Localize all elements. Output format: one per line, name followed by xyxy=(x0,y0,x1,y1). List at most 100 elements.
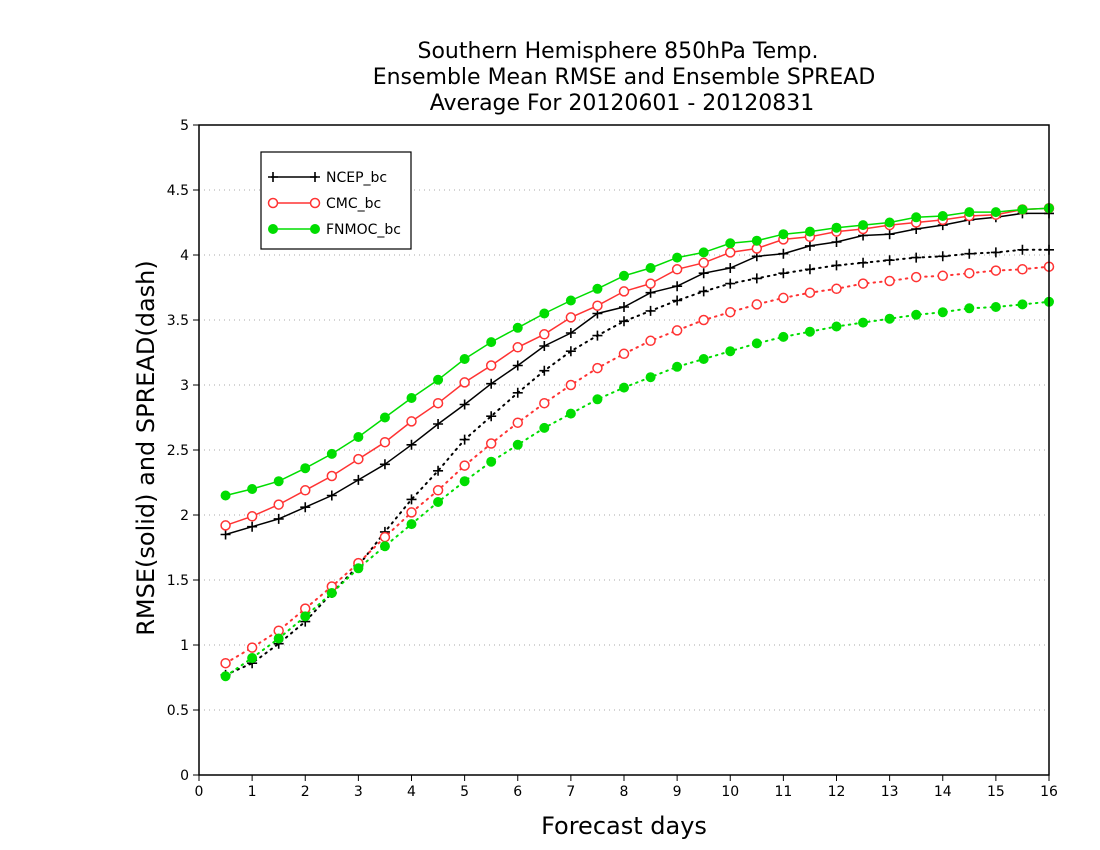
x-tick-label: 6 xyxy=(513,784,522,800)
fnmoc-bc-spread-point xyxy=(884,313,895,324)
fnmoc-bc-rmse-point xyxy=(751,235,762,246)
cmc-bc-spread-point xyxy=(1017,264,1028,275)
ncep-bc-spread-point xyxy=(884,255,895,266)
ncep-bc-spread-point xyxy=(486,411,497,422)
ncep-bc-spread-point xyxy=(459,434,470,445)
fnmoc-bc-spread-point xyxy=(326,588,337,598)
legend-item-fnmoc-bc: FNMOC_bc xyxy=(268,222,401,238)
fnmoc-bc-spread-point xyxy=(964,303,975,314)
fnmoc-bc-spread-point xyxy=(565,408,576,419)
legend-item-ncep-bc: NCEP_bc xyxy=(268,170,387,186)
cmc-bc-spread-point xyxy=(937,270,948,282)
ncep-bc-spread-point xyxy=(751,273,762,284)
legend-marker xyxy=(267,197,279,209)
fnmoc-bc-spread-point xyxy=(725,346,736,357)
fnmoc-bc-rmse-point xyxy=(512,322,523,333)
cmc-bc-spread-point xyxy=(565,379,577,391)
fnmoc-bc-rmse-point xyxy=(672,252,683,263)
title-line-3: Average For 20120601 - 20120831 xyxy=(430,91,815,116)
fnmoc-bc-rmse-point xyxy=(858,220,869,231)
x-tick-label: 11 xyxy=(774,784,792,800)
fnmoc-bc-rmse-point xyxy=(937,211,948,221)
ncep-bc-rmse-point xyxy=(220,529,231,540)
fnmoc-bc-spread-point xyxy=(486,456,497,467)
fnmoc-bc-rmse-point xyxy=(592,283,603,294)
ncep-bc-rmse-point xyxy=(619,302,629,312)
legend-marker xyxy=(310,172,320,182)
fnmoc-bc-spread-point xyxy=(698,354,709,364)
fnmoc-bc-rmse-point xyxy=(778,229,789,240)
cmc-bc-spread-point xyxy=(592,362,603,374)
ncep-bc-spread-point xyxy=(619,316,629,327)
cmc-bc-rmse-point xyxy=(485,360,497,371)
cmc-bc-rmse-point xyxy=(725,247,736,258)
series-layer xyxy=(220,202,1055,682)
ncep-bc-spread-point xyxy=(592,330,603,341)
cmc-bc-spread-point xyxy=(910,271,922,283)
cmc-bc-rmse-point xyxy=(432,397,444,409)
ncep-bc-rmse-point xyxy=(645,287,656,298)
fnmoc-bc-rmse-point xyxy=(273,476,284,487)
fnmoc-bc-rmse-point xyxy=(353,432,364,442)
x-tick-label: 13 xyxy=(881,784,899,800)
ncep-bc-spread-point xyxy=(1017,244,1028,255)
ncep-bc-rmse-point xyxy=(512,360,523,371)
cmc-bc-spread-point xyxy=(485,438,497,449)
cmc-bc-spread-point xyxy=(990,265,1002,276)
y-tick-label: 4.5 xyxy=(167,183,189,199)
ncep-bc-rmse-point xyxy=(565,328,576,338)
x-tick-label: 15 xyxy=(987,784,1005,800)
fnmoc-bc-rmse-point xyxy=(725,238,736,249)
ncep-bc-spread-point xyxy=(804,264,815,275)
cmc-bc-rmse-point xyxy=(300,485,311,496)
x-tick-label: 10 xyxy=(721,784,739,800)
fnmoc-bc-rmse-point xyxy=(804,226,815,237)
fnmoc-bc-spread-point xyxy=(433,497,444,507)
fnmoc-bc-spread-point xyxy=(220,671,231,682)
fnmoc-bc-spread-point xyxy=(672,361,683,372)
ncep-bc-rmse-point xyxy=(459,399,470,410)
legend-marker xyxy=(268,224,278,234)
y-axis-title: RMSE(solid) and SPREAD(dash) xyxy=(132,260,160,636)
cmc-bc-spread-point xyxy=(725,306,736,318)
cmc-bc-spread-point xyxy=(618,348,630,360)
x-axis-ticks: 0 1 2 3 4 5 6 7 8 9 10 11 12 13 14 15 16 xyxy=(195,775,1058,800)
fnmoc-bc-rmse-point xyxy=(565,295,576,306)
legend-marker xyxy=(309,197,321,209)
legend-marker xyxy=(268,172,278,182)
ncep-bc-spread-point xyxy=(778,268,789,279)
fnmoc-bc-rmse-point xyxy=(220,490,231,501)
cmc-bc-spread-point xyxy=(804,287,816,298)
fnmoc-bc-rmse-point xyxy=(247,484,258,494)
ncep-bc-spread-point xyxy=(698,286,709,297)
fnmoc-bc-spread-point xyxy=(645,372,656,383)
fnmoc-bc-spread-point xyxy=(751,338,762,349)
cmc-bc-rmse-point xyxy=(592,300,603,311)
x-tick-label: 7 xyxy=(566,784,575,800)
fnmoc-bc-spread-point xyxy=(804,326,815,337)
ncep-bc-rmse-point xyxy=(326,490,337,501)
cmc-bc-spread-series xyxy=(220,261,1055,669)
fnmoc-bc-rmse-point xyxy=(990,207,1001,218)
y-tick-label: 5 xyxy=(180,118,189,134)
y-tick-label: 1.5 xyxy=(167,573,189,589)
cmc-bc-spread-point xyxy=(512,417,523,428)
x-tick-label: 5 xyxy=(460,784,469,800)
ncep-bc-rmse-point xyxy=(725,263,736,273)
fnmoc-bc-spread-point xyxy=(406,519,417,530)
fnmoc-bc-rmse-point xyxy=(884,217,895,228)
ncep-bc-rmse-line xyxy=(225,212,1049,536)
fnmoc-bc-rmse-point xyxy=(645,263,656,273)
cmc-bc-spread-point xyxy=(964,267,975,279)
cmc-bc-spread-point xyxy=(645,335,656,347)
ncep-bc-spread-point xyxy=(725,278,736,289)
cmc-bc-spread-point xyxy=(459,460,470,471)
legend: NCEP_bc CMC_bc FNMOC_bc xyxy=(260,151,412,250)
x-tick-label: 2 xyxy=(301,784,310,800)
ncep-bc-rmse-point xyxy=(300,502,311,513)
x-tick-label: 1 xyxy=(248,784,257,800)
fnmoc-bc-rmse-point xyxy=(326,448,337,459)
fnmoc-bc-spread-point xyxy=(1017,299,1028,310)
ncep-bc-spread-point xyxy=(645,305,656,316)
